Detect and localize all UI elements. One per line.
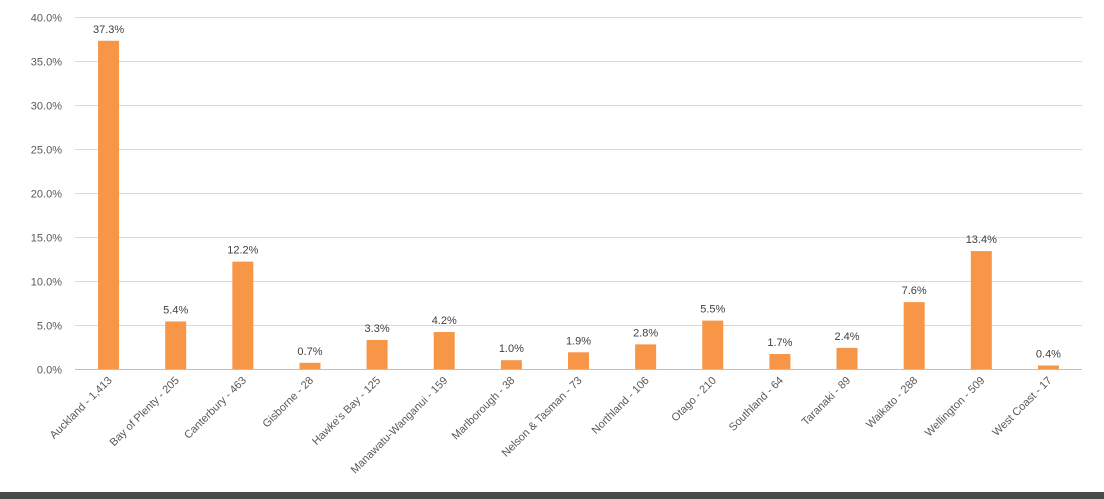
y-tick-label: 25.0% xyxy=(31,145,62,157)
x-tick-label: Taranaki - 89 xyxy=(800,375,853,428)
x-tick-label: Auckland - 1,413 xyxy=(48,375,115,442)
y-tick-label: 40.0% xyxy=(31,13,62,25)
bottom-bar xyxy=(0,492,1104,499)
y-tick-label: 15.0% xyxy=(31,233,62,245)
bars xyxy=(98,40,1059,369)
y-tick-label: 5.0% xyxy=(37,321,62,333)
x-tick-label: Northland - 106 xyxy=(590,375,652,437)
bar xyxy=(836,347,858,369)
x-tick-label: West Coast - 17 xyxy=(990,375,1054,439)
bar xyxy=(165,321,187,369)
x-tick-label: Gisborne - 28 xyxy=(260,375,316,431)
x-tick-label: Waikato - 288 xyxy=(864,375,920,431)
data-label: 7.6% xyxy=(902,285,927,297)
x-tick-label: Southland - 64 xyxy=(727,375,786,434)
data-label: 0.7% xyxy=(297,346,322,358)
data-label: 1.7% xyxy=(767,337,792,349)
data-label: 13.4% xyxy=(966,234,997,246)
x-tick-label: Bay of Plenty - 205 xyxy=(108,375,182,449)
data-label: 5.5% xyxy=(700,304,725,316)
x-tick-label: Wellington - 509 xyxy=(923,375,988,440)
x-tick-label: Canterbury - 463 xyxy=(182,375,249,442)
data-label: 2.8% xyxy=(633,327,658,339)
bar xyxy=(366,339,388,369)
data-label: 1.0% xyxy=(499,343,524,355)
data-label: 3.3% xyxy=(365,323,390,335)
gridlines xyxy=(75,17,1082,370)
bar xyxy=(232,261,254,369)
bar xyxy=(769,354,791,369)
data-label: 5.4% xyxy=(163,304,188,316)
y-tick-label: 30.0% xyxy=(31,101,62,113)
bar xyxy=(500,360,522,369)
x-tick-label: Marlborough - 38 xyxy=(450,375,518,443)
data-label: 12.2% xyxy=(227,245,258,257)
y-tick-label: 35.0% xyxy=(31,57,62,69)
bar xyxy=(299,362,321,369)
y-tick-label: 10.0% xyxy=(31,277,62,289)
x-tick-label: Otago - 210 xyxy=(669,375,719,425)
data-label: 4.2% xyxy=(432,315,457,327)
data-label: 0.4% xyxy=(1036,348,1061,360)
bar xyxy=(635,344,657,369)
data-label: 37.3% xyxy=(93,24,124,36)
bar xyxy=(970,251,992,369)
y-tick-label: 0.0% xyxy=(37,365,62,377)
data-label: 2.4% xyxy=(834,331,859,343)
bar xyxy=(98,40,120,369)
bar xyxy=(1037,365,1059,369)
y-tick-label: 20.0% xyxy=(31,189,62,201)
bar xyxy=(903,302,925,369)
y-axis-ticks: 0.0% 5.0% 10.0% 15.0% 20.0% 25.0% 30.0% 35.0% 40… xyxy=(31,13,62,377)
x-tick-label: Hawke's Bay - 125 xyxy=(310,375,383,448)
bar xyxy=(433,332,455,369)
data-labels: 37.3% 5.4% 12.2% 0.7% 3.3% 4.2% 1.0% 1.9% 2.8% 5.… xyxy=(93,24,1061,361)
bar xyxy=(568,352,589,369)
data-label: 1.9% xyxy=(566,335,591,347)
bar xyxy=(702,320,724,369)
